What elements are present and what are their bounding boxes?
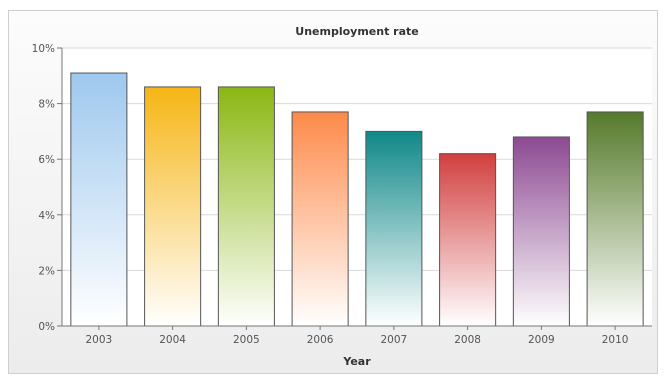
chart-title: Unemployment rate [295, 25, 418, 38]
bar-2006 [291, 111, 349, 327]
x-tick-label-2007: 2007 [381, 334, 408, 346]
y-tick-label: 4% [38, 210, 55, 222]
bar-2003 [70, 72, 128, 327]
y-tick-label: 10% [32, 43, 55, 55]
x-tick-label-2003: 2003 [86, 334, 113, 346]
y-tick-label: 0% [38, 321, 55, 333]
bar-2005 [217, 86, 275, 327]
x-tick-label-2008: 2008 [454, 334, 481, 346]
bars [70, 72, 644, 327]
x-tick-label-2010: 2010 [602, 334, 629, 346]
bar-2008 [439, 153, 497, 327]
y-axis: 0% 2% 4% 6% 8% 10% [32, 43, 63, 333]
x-axis-title: Year [342, 355, 371, 368]
bar-2004 [144, 86, 202, 327]
y-tick-label: 8% [38, 99, 55, 111]
x-tick-label-2006: 2006 [307, 334, 334, 346]
y-tick-label: 2% [38, 265, 55, 277]
x-axis: 2003 2004 2005 2006 2007 2008 2009 2010 [62, 325, 652, 346]
x-tick-label-2009: 2009 [528, 334, 555, 346]
bar-2007 [365, 130, 423, 327]
y-tick-label: 6% [38, 154, 55, 166]
bar-2010 [586, 111, 644, 327]
x-tick-label-2004: 2004 [159, 334, 186, 346]
bar-2009 [512, 136, 570, 327]
x-tick-label-2005: 2005 [233, 334, 260, 346]
